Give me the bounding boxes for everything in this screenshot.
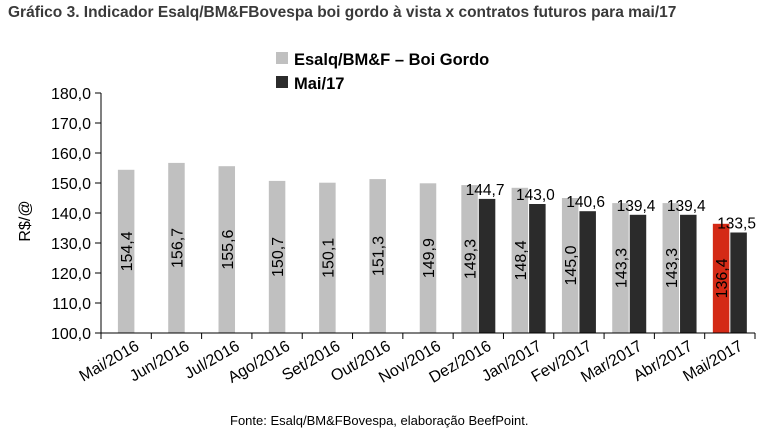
legend-label: Esalq/BM&F – Boi Gordo	[294, 51, 489, 69]
bar-label-esalq: 149,9	[421, 238, 438, 278]
bar-label-mai17: 143,0	[516, 187, 555, 204]
bar-label-esalq: 150,1	[320, 238, 337, 278]
bar-label-esalq: 154,4	[119, 231, 136, 271]
bar-label-esalq: 155,6	[220, 229, 237, 269]
bar-esalq	[461, 185, 478, 333]
y-tick-label: 110,0	[52, 296, 91, 313]
bar-label-esalq: 151,3	[371, 236, 388, 276]
y-tick-label: 100,0	[51, 326, 91, 343]
bar-label-esalq: 143,3	[613, 248, 630, 288]
y-tick-label: 180,0	[51, 86, 91, 103]
bar-mai17	[478, 198, 496, 333]
bar-label-mai17: 144,7	[466, 182, 505, 199]
y-axis-title: R$/@	[17, 200, 34, 241]
page-title: Gráfico 3. Indicador Esalq/BM&FBovespa b…	[8, 4, 677, 21]
bar-label-esalq: 143,3	[664, 248, 681, 288]
bar-esalq	[218, 166, 236, 333]
bar-label-esalq: 145,0	[563, 245, 580, 285]
legend: Esalq/BM&F – Boi Gordo Mai/17	[276, 51, 489, 93]
bar-label-esalq: 148,4	[513, 240, 530, 280]
bar-mai17	[629, 214, 647, 333]
y-tick-label: 120,0	[51, 266, 91, 283]
y-axis: 100,0 110,0 120,0 130,0 140,0 150,0 160,0 170,0…	[17, 86, 102, 343]
legend-swatch	[276, 52, 288, 64]
bar-esalq	[268, 180, 286, 333]
bar-label-mai17: 139,4	[617, 198, 656, 215]
bar-mai17	[529, 204, 546, 333]
bar-mai17	[730, 232, 747, 333]
bar-label-esalq: 150,7	[270, 237, 287, 277]
bar-esalq	[117, 169, 135, 333]
bar-label-mai17: 140,6	[566, 194, 605, 211]
y-tick-label: 140,0	[51, 206, 91, 223]
bar-mai17	[680, 214, 697, 333]
y-tick-label: 170,0	[51, 116, 91, 133]
bar-mai17	[579, 211, 596, 333]
y-tick-label: 130,0	[51, 236, 91, 253]
legend-swatch	[276, 76, 288, 88]
bar-esalq	[612, 203, 629, 333]
source-note: Fonte: Esalq/BM&FBovespa, elaboração Bee…	[230, 413, 529, 428]
bar-esalq	[369, 179, 386, 333]
y-tick-label: 150,0	[51, 176, 91, 193]
data-labels: 154,4 156,7 155,6 150,7 150,1 151,3 149,9 149,3…	[119, 182, 756, 299]
bar-label-esalq: 156,7	[169, 228, 186, 268]
bar-esalq	[712, 223, 730, 333]
bar-label-esalq: 149,3	[463, 239, 480, 279]
bar-label-mai17: 139,4	[667, 198, 706, 215]
bar-label-mai17: 133,5	[717, 216, 756, 233]
bar-esalq	[511, 187, 529, 333]
bar-esalq	[319, 182, 336, 333]
bar-esalq	[561, 198, 579, 333]
bars	[117, 162, 747, 333]
y-tick-label: 160,0	[51, 146, 91, 163]
bar-esalq	[168, 162, 185, 333]
legend-label: Mai/17	[294, 75, 344, 93]
bar-esalq	[419, 183, 437, 333]
x-axis: Mai/2016Jun/2016Jul/2016Ago/2016Set/2016…	[77, 332, 756, 387]
bar-label-esalq: 136,4	[714, 258, 731, 298]
bar-esalq	[662, 203, 680, 333]
